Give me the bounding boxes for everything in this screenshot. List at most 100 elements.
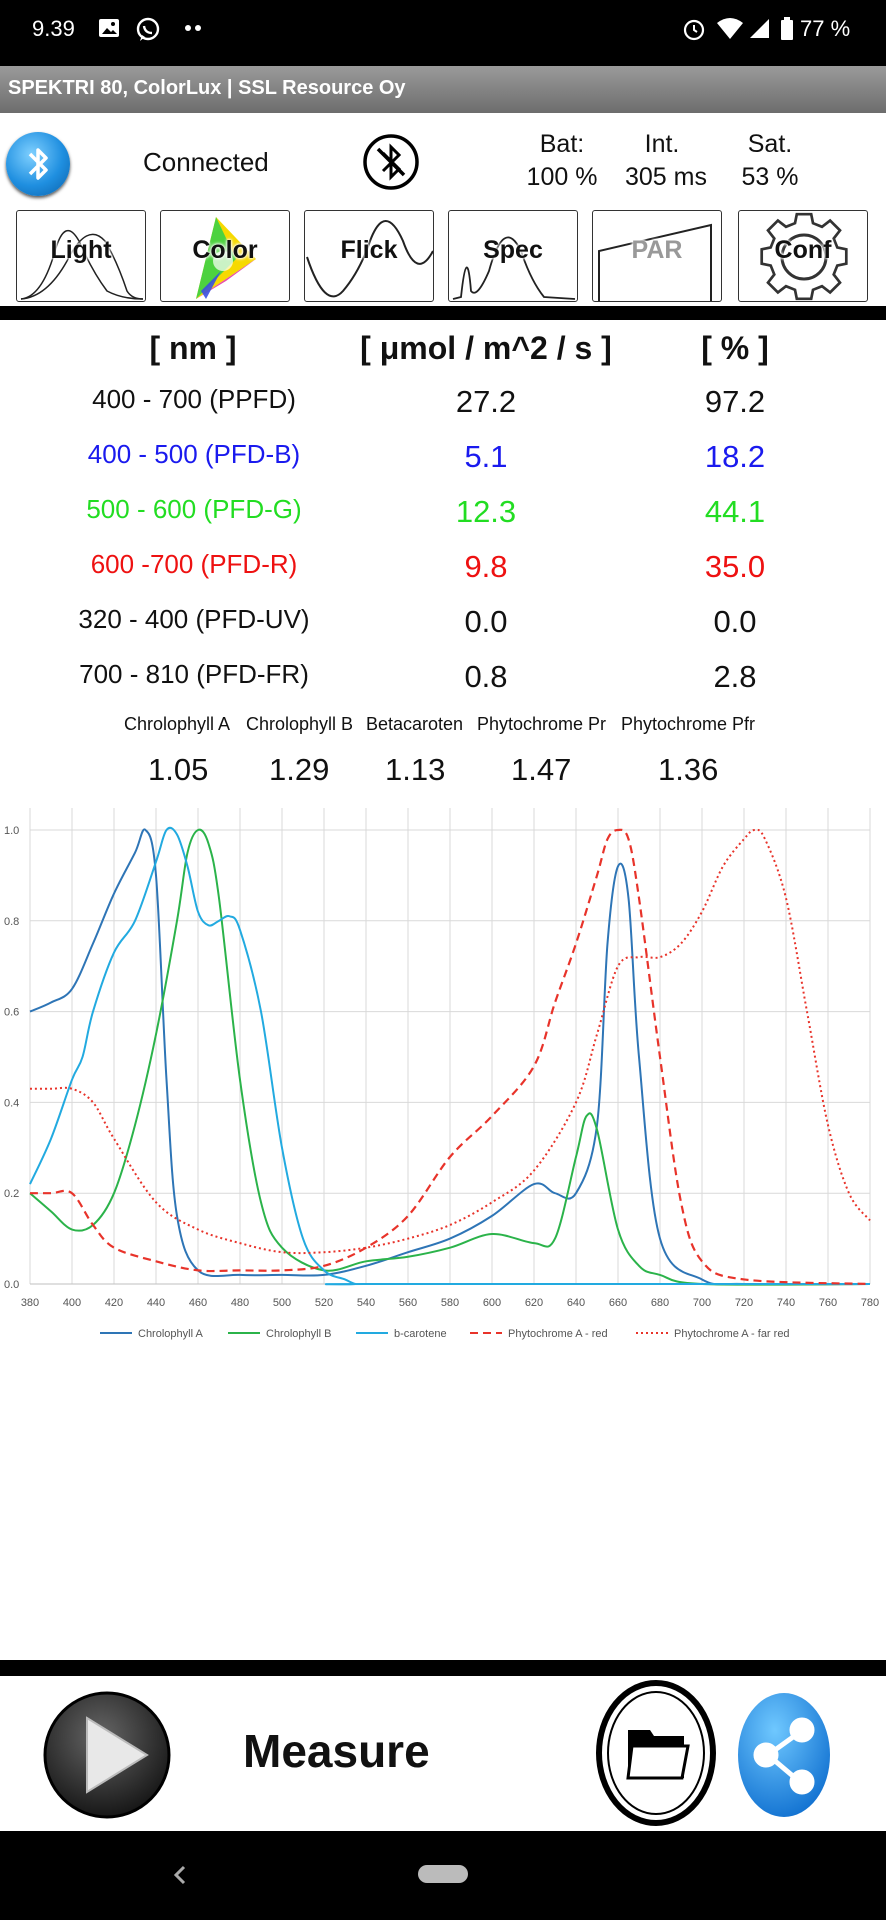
row-range: 320 - 400 (PFD-UV) bbox=[78, 604, 310, 634]
y-tick-label: 0.6 bbox=[4, 1007, 19, 1019]
row-percent: 44.1 bbox=[704, 494, 766, 529]
x-tick-label: 760 bbox=[819, 1297, 837, 1309]
x-tick-label: 380 bbox=[21, 1297, 39, 1309]
series-line-b-carotene bbox=[29, 826, 870, 1286]
par-icon bbox=[598, 223, 712, 301]
row-value: 0.0 bbox=[464, 604, 508, 639]
legend-label: Phytochrome A - far red bbox=[674, 1328, 790, 1340]
saturation-label: Sat. bbox=[747, 130, 793, 158]
bluetooth-button[interactable] bbox=[6, 132, 70, 196]
status-bar: 9.39 77 % bbox=[0, 0, 886, 66]
tab-flick[interactable]: Flick bbox=[304, 210, 434, 302]
pigment-name: Phytochrome Pfr bbox=[621, 714, 756, 734]
divider bbox=[0, 1660, 886, 1676]
x-tick-label: 600 bbox=[483, 1297, 501, 1309]
legend-label: Chrolophyll A bbox=[138, 1328, 203, 1340]
share-icon bbox=[753, 1717, 815, 1795]
tab-label: Spec bbox=[483, 236, 543, 264]
back-icon[interactable] bbox=[172, 1864, 188, 1886]
pigment-name: Chrolophyll A bbox=[124, 714, 231, 734]
absorption-chart: 380 400 420 440 460 480 500 520 540 560 580 600 620 6… bbox=[0, 800, 886, 1360]
image-icon bbox=[99, 19, 119, 37]
absorption-chart-svg: 380 400 420 440 460 480 500 520 540 560 580 600 620 6… bbox=[0, 808, 886, 1348]
saturation-value: 53 % bbox=[741, 163, 799, 191]
bluetooth-icon bbox=[28, 148, 48, 180]
color-triangle-icon bbox=[196, 217, 256, 299]
divider bbox=[0, 306, 886, 320]
share-button[interactable] bbox=[736, 1690, 832, 1820]
tab-conf[interactable]: Conf bbox=[738, 210, 868, 302]
row-range: 400 - 700 (PPFD) bbox=[92, 384, 296, 414]
row-value: 12.3 bbox=[455, 494, 517, 529]
col-header-nm: [ nm ] bbox=[149, 330, 237, 366]
gear-icon bbox=[760, 212, 848, 301]
measure-label[interactable]: Measure bbox=[243, 1725, 430, 1777]
tab-par[interactable]: PAR bbox=[592, 210, 722, 302]
series-line-phytochrome-a-far-red bbox=[29, 828, 871, 1255]
device-header: Connected Bat: 100 % Int. 305 ms Sat. 53… bbox=[0, 113, 886, 203]
app-title-bar: SPEKTRI 80, ColorLux | SSL Resource Oy bbox=[0, 66, 886, 113]
tab-light[interactable]: Light bbox=[16, 210, 146, 302]
y-tick-label: 0.8 bbox=[4, 916, 19, 928]
mode-tabs: Light Color Flick Spec PAR bbox=[0, 210, 886, 302]
home-pill[interactable] bbox=[418, 1865, 468, 1883]
light-curve-icon bbox=[20, 229, 144, 300]
y-tick-label: 0.0 bbox=[4, 1279, 19, 1291]
open-folder-button[interactable] bbox=[592, 1678, 720, 1828]
pigment-name: Chrolophyll B bbox=[246, 714, 354, 734]
pigment-value: 1.13 bbox=[385, 752, 446, 787]
tab-label: Light bbox=[50, 236, 112, 264]
battery-label: Bat: bbox=[539, 130, 585, 158]
tab-color[interactable]: Color bbox=[160, 210, 290, 302]
y-tick-label: 1.0 bbox=[4, 825, 19, 837]
whatsapp-icon bbox=[136, 17, 160, 41]
tab-label: Flick bbox=[340, 236, 398, 264]
series-line-chrolophyll-a bbox=[29, 828, 871, 1286]
x-tick-label: 520 bbox=[315, 1297, 333, 1309]
connection-status: Connected bbox=[143, 147, 269, 177]
spectrum-icon bbox=[452, 236, 576, 300]
row-value: 0.8 bbox=[464, 659, 508, 694]
play-button[interactable] bbox=[42, 1690, 172, 1820]
x-tick-label: 680 bbox=[651, 1297, 669, 1309]
row-range: 400 - 500 (PFD-B) bbox=[87, 439, 301, 469]
pigment-name: Phytochrome Pr bbox=[477, 714, 607, 734]
row-percent: 35.0 bbox=[704, 549, 766, 584]
x-tick-label: 780 bbox=[861, 1297, 879, 1309]
row-range: 600 -700 (PFD-R) bbox=[90, 549, 298, 579]
battery-percent: 77 % bbox=[800, 16, 851, 41]
pigment-value: 1.47 bbox=[511, 752, 572, 787]
app-title: SPEKTRI 80, ColorLux | SSL Resource Oy bbox=[8, 77, 406, 99]
integration-value: 305 ms bbox=[625, 163, 707, 191]
x-tick-label: 720 bbox=[735, 1297, 753, 1309]
x-tick-label: 560 bbox=[399, 1297, 417, 1309]
x-tick-label: 460 bbox=[189, 1297, 207, 1309]
x-tick-label: 440 bbox=[147, 1297, 165, 1309]
row-percent: 2.8 bbox=[713, 659, 757, 694]
bluetooth-disconnect-icon[interactable] bbox=[362, 133, 420, 191]
x-tick-label: 660 bbox=[609, 1297, 627, 1309]
signal-icon bbox=[750, 19, 769, 38]
pigment-value: 1.36 bbox=[658, 752, 719, 787]
battery-value: 100 % bbox=[526, 163, 598, 191]
pigment-value: 1.29 bbox=[269, 752, 330, 787]
x-tick-label: 640 bbox=[567, 1297, 585, 1309]
row-percent: 0.0 bbox=[713, 604, 757, 639]
legend-label: b-carotene bbox=[394, 1328, 447, 1340]
battery-icon bbox=[781, 17, 793, 40]
col-header-value: [ μmol / m^2 / s ] bbox=[360, 330, 612, 366]
pigment-value: 1.05 bbox=[148, 752, 209, 787]
row-percent: 18.2 bbox=[704, 439, 766, 474]
row-range: 500 - 600 (PFD-G) bbox=[86, 494, 302, 524]
system-nav-bar bbox=[0, 1831, 886, 1920]
legend-label: Chrolophyll B bbox=[266, 1328, 331, 1340]
flicker-wave-icon bbox=[306, 220, 433, 298]
play-icon bbox=[86, 1716, 149, 1794]
x-tick-label: 540 bbox=[357, 1297, 375, 1309]
tab-spec[interactable]: Spec bbox=[448, 210, 578, 302]
col-header-percent: [ % ] bbox=[701, 330, 769, 366]
x-tick-label: 500 bbox=[273, 1297, 291, 1309]
row-value: 5.1 bbox=[464, 439, 508, 474]
x-tick-label: 480 bbox=[231, 1297, 249, 1309]
bottom-bar: Measure bbox=[0, 1676, 886, 1831]
